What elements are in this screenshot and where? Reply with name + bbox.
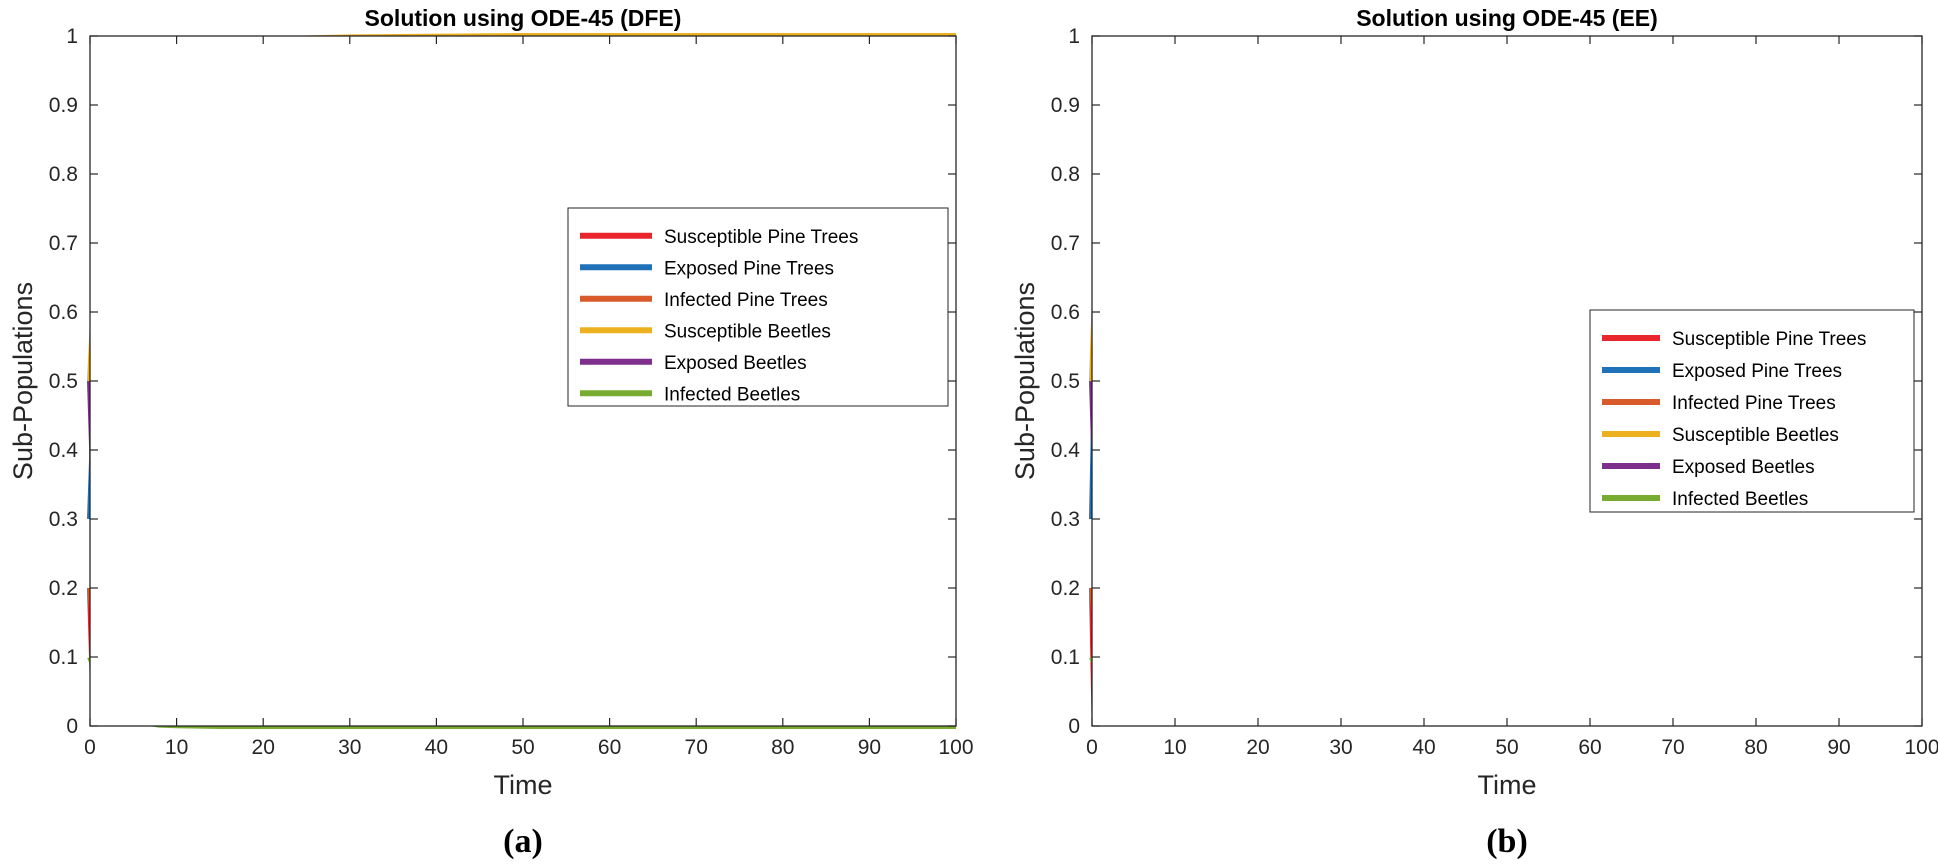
y-tick-label: 0.4 (1051, 439, 1081, 462)
x-tick-label: 80 (771, 736, 794, 759)
y-tick-label: 0.6 (1051, 301, 1080, 324)
x-tick-label: 30 (338, 736, 361, 759)
x-tick-label: 100 (1904, 736, 1938, 759)
y-tick-label: 0.2 (49, 577, 78, 600)
x-tick-label: 10 (165, 736, 188, 759)
y-tick-label: 0.7 (1051, 232, 1080, 255)
x-tick-label: 80 (1744, 736, 1767, 759)
y-tick-label: 0.5 (1051, 370, 1080, 393)
y-tick-label: 0.6 (49, 301, 78, 324)
x-axis-label: Time (494, 770, 553, 800)
legend-entry-label: Infected Pine Trees (1672, 393, 1836, 414)
y-tick-label: 0.1 (49, 646, 78, 669)
x-tick-label: 70 (685, 736, 708, 759)
x-tick-label: 40 (1412, 736, 1435, 759)
y-tick-label: 0.9 (1051, 94, 1080, 117)
chart-panel-b: 0 10 20 30 40 50 60 70 80 90 100 0 0.1 0.2 0.3 0.4 0.5 0.… (1010, 5, 1938, 860)
x-tick-label: 90 (1827, 736, 1850, 759)
y-tick-label: 0.3 (49, 508, 78, 531)
x-tick-label: 50 (1495, 736, 1518, 759)
y-axis-label: Sub-Populations (8, 282, 38, 480)
chart-panel-a: 0 10 20 30 40 50 60 70 80 90 100 0 0.1 0.2 0.3 0.4 0.5 0.… (8, 5, 974, 860)
legend-entry-label: Exposed Beetles (1672, 457, 1815, 478)
chart-title: Solution using ODE-45 (EE) (1356, 5, 1658, 31)
x-tick-label: 0 (84, 736, 96, 759)
x-tick-label: 10 (1163, 736, 1186, 759)
y-tick-label: 0.8 (49, 163, 78, 186)
x-tick-label: 70 (1661, 736, 1684, 759)
x-tick-label: 50 (511, 736, 534, 759)
legend-entry-label: Infected Beetles (1672, 489, 1808, 510)
x-tick-label: 100 (938, 736, 973, 759)
y-tick-label: 1 (1068, 25, 1080, 48)
legend-entry-label: Exposed Beetles (664, 353, 807, 374)
x-tick-label: 40 (425, 736, 448, 759)
legend-entry-label: Exposed Pine Trees (664, 258, 834, 279)
x-tick-label: 0 (1086, 736, 1098, 759)
x-tick-label: 60 (1578, 736, 1601, 759)
y-tick-label: 0.3 (1051, 508, 1080, 531)
legend-box (1589, 309, 1915, 513)
legend-entry-label: Susceptible Beetles (1672, 425, 1839, 446)
legend-entry-label: Exposed Pine Trees (1672, 361, 1842, 382)
y-tick-label: 0 (66, 715, 78, 738)
chart-title: Solution using ODE-45 (DFE) (365, 5, 682, 31)
legend-entry-label: Susceptible Beetles (664, 321, 831, 342)
panel-label: (a) (503, 823, 543, 860)
y-tick-label: 0.4 (49, 439, 79, 462)
legend-box (567, 207, 949, 407)
y-tick-label: 0.9 (49, 94, 78, 117)
legend: Susceptible Pine Trees Exposed Pine Trees… (1589, 309, 1915, 513)
y-tick-label: 0.5 (49, 370, 78, 393)
panel-label: (b) (1486, 823, 1528, 860)
y-tick-label: 1 (66, 25, 78, 48)
x-tick-label: 20 (1246, 736, 1269, 759)
y-axis-label: Sub-Populations (1010, 282, 1040, 480)
x-tick-label: 60 (598, 736, 621, 759)
x-tick-label: 90 (858, 736, 881, 759)
legend-entry-label: Infected Pine Trees (664, 290, 828, 311)
y-tick-label: 0 (1068, 715, 1080, 738)
y-tick-label: 0.8 (1051, 163, 1080, 186)
x-axis-label: Time (1478, 770, 1537, 800)
legend-entry-label: Infected Beetles (664, 384, 800, 405)
y-tick-label: 0.7 (49, 232, 78, 255)
x-tick-label: 20 (252, 736, 275, 759)
legend-entry-label: Susceptible Pine Trees (664, 227, 858, 248)
legend: Susceptible Pine Trees Exposed Pine Trees… (567, 207, 949, 407)
legend-entry-label: Susceptible Pine Trees (1672, 329, 1866, 350)
y-tick-label: 0.2 (1051, 577, 1080, 600)
x-tick-label: 30 (1329, 736, 1352, 759)
y-tick-label: 0.1 (1051, 646, 1080, 669)
